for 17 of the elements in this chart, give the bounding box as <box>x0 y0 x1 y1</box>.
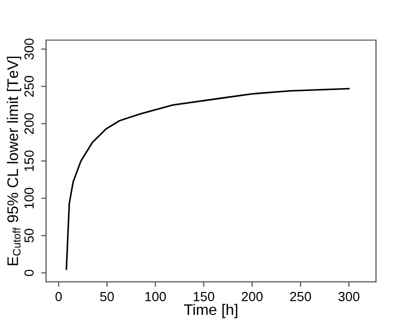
x-tick-label: 200 <box>242 292 263 302</box>
x-tick-label: 300 <box>338 292 360 302</box>
x-tick-label: 150 <box>194 292 214 302</box>
y-tick-label: 150 <box>24 150 34 171</box>
x-tick-label: 50 <box>100 292 114 302</box>
y-tick-label: 50 <box>24 228 34 242</box>
line-series <box>66 88 350 270</box>
x-tick-label: 250 <box>290 292 312 302</box>
y-axis-title: E$_{Cutoff}$ 95% CL lower limit [TeV] <box>6 56 22 266</box>
y-tick-label: 250 <box>24 76 34 97</box>
x-axis-title: Time [h] <box>184 304 238 318</box>
x-tick-label: 100 <box>145 292 166 302</box>
y-tick-label: 0 <box>24 270 34 276</box>
y-tick-label: 100 <box>24 188 34 208</box>
y-tick-label: 300 <box>24 38 34 60</box>
y-tick-label: 200 <box>24 113 34 134</box>
x-tick-label: 0 <box>55 292 62 302</box>
